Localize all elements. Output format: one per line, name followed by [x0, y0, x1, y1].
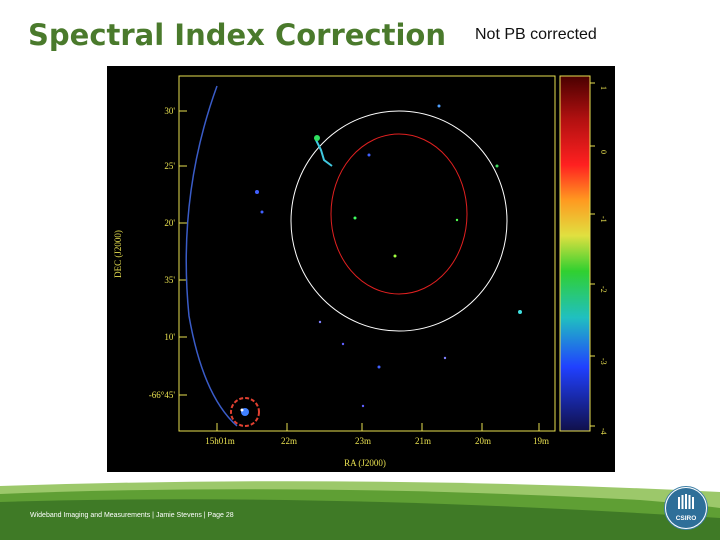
ra-tick-label: 15h01m — [205, 436, 235, 446]
ra-tick-label: 21m — [415, 436, 431, 446]
dec-tick-label: -66°45' — [149, 390, 176, 400]
colorbar-label: -3 — [599, 358, 608, 365]
colorbar-label: -4 — [599, 428, 608, 435]
dec-tick-label: 10' — [164, 332, 175, 342]
colorbar — [559, 75, 591, 432]
spectral-index-image: 30' 25' 20' 35' 10' -66°45' 15h01m 22m 2… — [107, 66, 615, 472]
colorbar-label: 0 — [599, 150, 608, 154]
dec-tick-marks — [179, 110, 540, 431]
radio-sources — [230, 104, 522, 427]
footer-waves — [0, 481, 720, 540]
primary-beam-arc — [185, 85, 238, 427]
dec-tick-label: 20' — [164, 218, 175, 228]
plot-background — [107, 66, 615, 472]
colorbar-label: -2 — [599, 286, 608, 293]
ra-tick-label: 23m — [355, 436, 371, 446]
ra-tick-label: 19m — [533, 436, 549, 446]
slide-title: Spectral Index Correction — [28, 18, 446, 52]
ra-tick-labels: 15h01m 22m 23m 21m 20m 19m — [205, 436, 549, 446]
footer-band — [0, 478, 720, 540]
ra-tick-label: 22m — [281, 436, 297, 446]
csiro-logo: CSIRO — [664, 486, 708, 530]
dec-tick-label: 30' — [164, 106, 175, 116]
colorbar-label: 1 — [599, 86, 608, 90]
dec-tick-label: 25' — [164, 161, 175, 171]
image-frame — [178, 75, 556, 432]
footer-text: Wideband Imaging and Measurements | Jami… — [30, 512, 234, 519]
colorbar-ticks — [590, 82, 595, 427]
outer-circle — [290, 110, 508, 332]
x-axis-label: RA (J2000) — [344, 458, 386, 468]
svg-text:CSIRO: CSIRO — [676, 515, 697, 522]
slide-subtitle: Not PB corrected — [475, 26, 597, 43]
dec-tick-label: 35' — [164, 275, 175, 285]
dec-tick-labels: 30' 25' 20' 35' 10' -66°45' — [149, 106, 176, 400]
ra-tick-label: 20m — [475, 436, 491, 446]
y-axis-label: DEC (J2000) — [113, 230, 123, 278]
inner-circle — [330, 133, 468, 295]
spectral-index-plot: 30' 25' 20' 35' 10' -66°45' 15h01m 22m 2… — [107, 66, 615, 472]
colorbar-label: -1 — [599, 216, 608, 223]
colorbar-labels: 1 0 -1 -2 -3 -4 — [599, 86, 608, 435]
